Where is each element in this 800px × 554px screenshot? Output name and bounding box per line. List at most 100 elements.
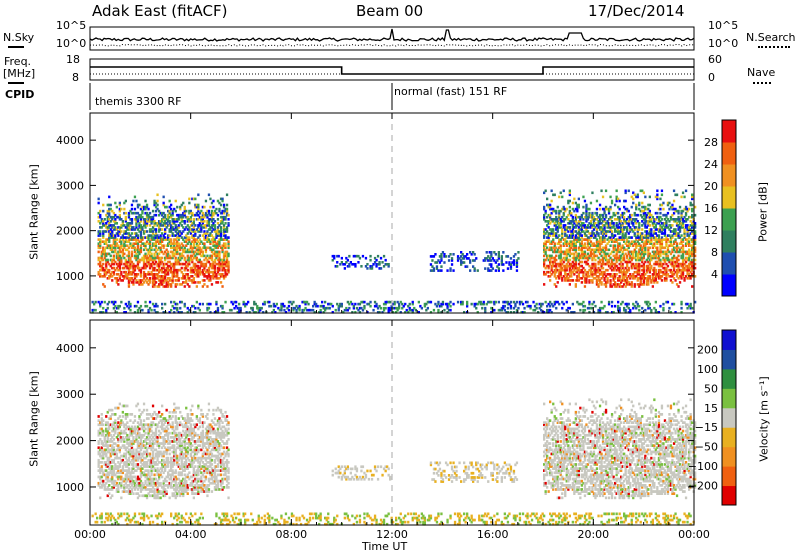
power-cell bbox=[120, 270, 123, 274]
power-cell bbox=[689, 277, 692, 280]
power-cell bbox=[618, 250, 621, 254]
power-cell bbox=[221, 215, 224, 219]
power-cell bbox=[589, 234, 593, 237]
power-cell bbox=[684, 268, 688, 272]
power-cell bbox=[203, 258, 206, 262]
power-cell bbox=[192, 262, 195, 266]
power-cell bbox=[188, 308, 191, 312]
power-cell bbox=[595, 283, 599, 286]
power-cell bbox=[549, 308, 552, 312]
power-cell bbox=[173, 228, 176, 231]
power-cell bbox=[576, 207, 579, 211]
velocity-cell bbox=[100, 448, 103, 452]
power-cell bbox=[515, 263, 519, 266]
power-cell bbox=[672, 302, 676, 306]
power-cell bbox=[197, 248, 200, 252]
power-cell bbox=[653, 279, 656, 282]
power-cell bbox=[597, 222, 600, 225]
power-cell bbox=[207, 268, 211, 272]
power-cell bbox=[663, 232, 667, 235]
power-cell bbox=[106, 218, 109, 221]
power-cell bbox=[656, 275, 659, 278]
power-cell bbox=[124, 262, 127, 266]
power-cell bbox=[183, 248, 186, 252]
power-cell bbox=[609, 195, 612, 199]
power-cell bbox=[571, 240, 574, 243]
power-cell bbox=[609, 230, 612, 233]
power-cell bbox=[203, 268, 206, 272]
power-cell bbox=[144, 236, 147, 239]
power-cell bbox=[206, 277, 209, 280]
power-cell bbox=[99, 240, 102, 243]
power-cell bbox=[544, 211, 547, 215]
power-cell bbox=[681, 248, 685, 252]
power-cell bbox=[97, 246, 100, 250]
power-cell bbox=[626, 270, 629, 274]
power-cell bbox=[580, 277, 583, 280]
power-cell bbox=[133, 211, 137, 215]
power-cell bbox=[549, 304, 552, 308]
power-cell bbox=[198, 252, 201, 256]
power-cell bbox=[597, 224, 600, 227]
power-cell bbox=[162, 264, 165, 268]
power-cell bbox=[161, 270, 164, 274]
power-cell bbox=[170, 230, 173, 233]
power-cell bbox=[177, 242, 180, 245]
power-cell bbox=[614, 285, 617, 288]
power-cell bbox=[197, 246, 200, 250]
power-cell bbox=[108, 246, 111, 250]
power-cell bbox=[573, 230, 576, 233]
power-cell bbox=[588, 300, 591, 304]
power-cell bbox=[558, 226, 561, 229]
power-cell bbox=[570, 230, 573, 233]
power-cell bbox=[200, 220, 203, 223]
power-cell bbox=[216, 281, 220, 284]
power-cell bbox=[130, 270, 134, 274]
power-cell bbox=[651, 254, 654, 258]
power-cell bbox=[133, 264, 137, 268]
power-cell bbox=[108, 270, 111, 274]
power-cell bbox=[509, 267, 513, 270]
power-cell bbox=[174, 228, 177, 231]
power-cell bbox=[559, 256, 562, 260]
power-cell bbox=[689, 244, 692, 247]
power-cell bbox=[115, 232, 118, 235]
power-cell bbox=[588, 306, 591, 310]
power-cell bbox=[227, 240, 230, 243]
power-cell bbox=[618, 236, 621, 239]
power-cell bbox=[180, 232, 183, 235]
power-cell bbox=[666, 264, 670, 268]
power-cell bbox=[650, 279, 653, 282]
power-cell bbox=[642, 256, 645, 260]
power-cell bbox=[183, 209, 186, 213]
power-cell bbox=[156, 268, 159, 272]
power-cell bbox=[103, 252, 106, 256]
power-cell bbox=[201, 262, 204, 266]
power-cell bbox=[618, 283, 621, 286]
power-cell bbox=[567, 258, 570, 262]
power-cell bbox=[463, 311, 466, 314]
power-cell bbox=[123, 230, 126, 233]
power-cell bbox=[130, 254, 134, 258]
power-cell bbox=[573, 264, 576, 268]
power-cell bbox=[429, 311, 433, 314]
power-cell bbox=[189, 232, 192, 235]
power-cell bbox=[212, 248, 215, 252]
power-cell bbox=[567, 279, 570, 282]
power-cell bbox=[186, 258, 189, 262]
power-cell bbox=[192, 226, 195, 229]
power-cell bbox=[103, 240, 106, 243]
power-cell bbox=[257, 311, 260, 314]
power-cell bbox=[544, 242, 547, 245]
power-cell bbox=[624, 191, 627, 195]
power-cell bbox=[212, 224, 215, 227]
power-cell bbox=[225, 228, 229, 231]
power-cell bbox=[515, 308, 519, 312]
power-cell bbox=[654, 252, 657, 256]
power-cell bbox=[552, 218, 555, 221]
power-cell bbox=[677, 209, 680, 213]
power-cell bbox=[129, 260, 132, 264]
power-cell bbox=[117, 244, 120, 247]
power-cell bbox=[544, 248, 547, 252]
power-cell bbox=[102, 248, 105, 252]
